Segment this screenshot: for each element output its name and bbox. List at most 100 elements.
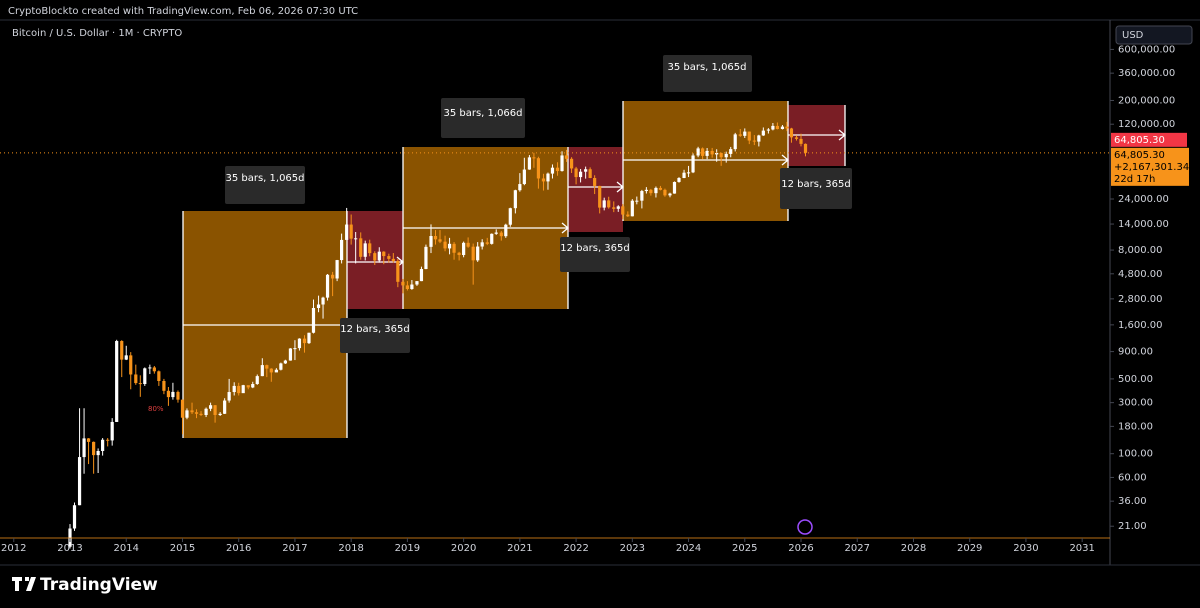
currency: USD — [1122, 30, 1144, 41]
candle-body — [166, 390, 171, 398]
candle-body — [789, 128, 794, 138]
candle-body — [569, 158, 574, 169]
candle-body — [227, 392, 231, 401]
candle-body — [612, 207, 616, 209]
candle-body — [602, 200, 606, 208]
candle-body — [780, 126, 785, 130]
candle-body — [761, 130, 765, 136]
candle-body — [536, 158, 541, 179]
annotation: 80% — [148, 405, 164, 413]
candle-body — [194, 412, 199, 414]
icon[interactable] — [797, 519, 813, 535]
candle-body — [724, 153, 728, 158]
candle-body — [550, 167, 555, 174]
change-label: +2,167,301.34% — [1114, 162, 1199, 173]
candle-body — [654, 187, 658, 194]
candle-body — [124, 355, 128, 360]
candle-body — [682, 172, 686, 178]
candle-body — [668, 193, 672, 196]
x-tick-label: 2025 — [732, 543, 757, 554]
candle-body — [578, 171, 583, 178]
x-tick-label: 2020 — [451, 543, 476, 554]
candle-body — [265, 365, 269, 369]
candle-body — [513, 190, 517, 209]
candle-body — [190, 410, 194, 413]
candle-body — [490, 233, 494, 244]
x-tick-label: 2028 — [901, 543, 926, 554]
candle-body — [584, 169, 588, 172]
candle-body — [251, 384, 255, 388]
candle-body — [701, 148, 705, 156]
candle-body — [246, 385, 250, 388]
candle-body — [382, 251, 386, 257]
annotation: 35 bars, 1,066d — [443, 108, 522, 119]
candle-body — [644, 189, 648, 192]
x-tick-label: 2016 — [226, 543, 251, 554]
candle-body — [110, 421, 114, 441]
candle-body — [705, 150, 709, 156]
candle-body — [143, 368, 147, 385]
candle-body — [120, 341, 124, 360]
x-tick-label: 2021 — [507, 543, 532, 554]
candle-body — [799, 138, 803, 144]
candle-body — [92, 441, 96, 456]
candle-body — [237, 385, 241, 394]
candle-body — [171, 391, 175, 398]
candle-body — [86, 438, 91, 442]
candle-body — [204, 408, 208, 415]
credit: CryptoBlockto created with TradingView.c… — [8, 6, 358, 17]
candle-body — [462, 242, 466, 256]
candle-body — [321, 297, 325, 305]
candle-body — [152, 367, 156, 372]
currency-box[interactable] — [1115, 25, 1193, 45]
y-tick-label: 900.00 — [1118, 347, 1153, 358]
candle-body — [316, 304, 321, 308]
candle-body — [715, 152, 719, 155]
logo — [12, 577, 36, 591]
y-tick-label: 8,000.00 — [1118, 245, 1163, 256]
candle-body — [335, 260, 339, 279]
candle-body — [331, 274, 335, 279]
candle-body — [325, 274, 330, 298]
x-tick-label: 2018 — [338, 543, 363, 554]
candle-body — [307, 332, 311, 344]
countdown: 22d 17h — [1114, 174, 1155, 185]
label-box — [340, 318, 410, 353]
brand: TradingView — [40, 575, 158, 595]
candle-body — [452, 243, 456, 253]
candle-body — [457, 252, 461, 256]
candle-body — [499, 232, 503, 237]
price-tag-label: 64,805.30 — [1114, 135, 1165, 146]
candle-body — [297, 338, 302, 349]
candle-body — [340, 239, 344, 261]
x-tick-label: 2024 — [676, 543, 701, 554]
candle-body — [129, 355, 133, 375]
candle-body — [241, 385, 245, 394]
x-tick-label: 2019 — [395, 543, 420, 554]
candle-body — [419, 269, 424, 282]
candle-body — [466, 242, 470, 247]
y-tick-label: 1,600.00 — [1118, 320, 1163, 331]
candle-body — [415, 281, 419, 285]
candle-body — [771, 125, 775, 130]
label-box — [560, 237, 630, 272]
y-tick-label: 36.00 — [1118, 496, 1147, 507]
candle-body — [410, 284, 414, 290]
candle-body — [213, 405, 217, 415]
y-tick-label: 180.00 — [1118, 421, 1153, 432]
candle-body — [373, 253, 377, 261]
candle-body — [560, 155, 564, 172]
candle-body — [747, 131, 751, 141]
y-tick-label: 60.00 — [1118, 472, 1147, 483]
candle-body — [719, 152, 723, 158]
candle-body — [106, 439, 110, 441]
candle-body — [775, 125, 779, 130]
candle-body — [555, 167, 560, 172]
y-tick-label: 120,000.00 — [1118, 119, 1175, 130]
candle-body — [621, 206, 625, 215]
candle-body — [574, 168, 578, 178]
x-tick-label: 2014 — [114, 543, 139, 554]
x-tick-label: 2027 — [845, 543, 870, 554]
candle-body — [677, 177, 681, 182]
candle-body — [283, 360, 287, 364]
